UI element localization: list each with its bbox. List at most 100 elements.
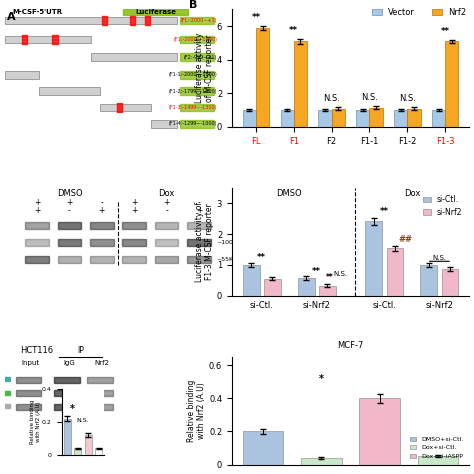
Bar	[370, 108, 383, 127]
Text: N.S.: N.S.	[361, 93, 378, 102]
Text: (F1:-2000~-1000): (F1:-2000~-1000)	[173, 37, 217, 42]
Bar	[90, 222, 114, 229]
Bar	[243, 110, 256, 127]
Bar	[87, 390, 113, 396]
Bar	[5, 71, 39, 79]
Bar	[55, 404, 80, 410]
Bar	[22, 35, 27, 44]
Bar	[319, 110, 332, 127]
Text: +: +	[131, 198, 137, 207]
Bar	[90, 256, 114, 263]
Bar	[145, 16, 150, 25]
Bar	[386, 248, 403, 296]
Text: Dox: Dox	[404, 189, 420, 198]
Text: -: -	[198, 198, 201, 207]
Text: +: +	[196, 206, 202, 215]
Bar	[90, 239, 114, 246]
Bar	[301, 458, 342, 465]
Bar	[84, 435, 92, 455]
Bar	[332, 109, 345, 127]
Bar	[281, 110, 294, 127]
Bar	[2, 377, 10, 381]
Bar	[180, 71, 214, 79]
Bar	[25, 239, 49, 246]
Text: DMSO: DMSO	[276, 189, 302, 198]
Bar	[180, 120, 214, 128]
Text: N.S.: N.S.	[399, 94, 416, 103]
Bar	[130, 16, 135, 25]
Text: Input: Input	[22, 360, 40, 365]
Bar	[58, 239, 82, 246]
Bar	[319, 286, 336, 296]
Bar	[407, 109, 420, 127]
Text: **: **	[251, 13, 260, 22]
Bar	[155, 222, 179, 229]
Y-axis label: Relative binding
with Nrf2 (A.U): Relative binding with Nrf2 (A.U)	[30, 400, 41, 444]
Text: ~100KD: ~100KD	[216, 240, 242, 245]
Legend: si-Ctl., si-Nrf2: si-Ctl., si-Nrf2	[420, 192, 465, 220]
Text: *: *	[70, 404, 75, 414]
Bar	[187, 222, 211, 229]
Text: (FL:-2000~+1): (FL:-2000~+1)	[181, 18, 217, 23]
Text: **: **	[257, 254, 266, 263]
Text: **: **	[326, 273, 333, 283]
Bar	[16, 376, 41, 383]
Bar	[298, 278, 315, 296]
Text: Nrf2: Nrf2	[94, 360, 109, 365]
Bar	[87, 404, 113, 410]
Bar	[123, 9, 188, 15]
Text: +: +	[34, 206, 40, 215]
Bar	[294, 41, 307, 127]
Text: -: -	[100, 198, 103, 207]
Bar	[152, 120, 177, 128]
Text: -: -	[165, 206, 168, 215]
Bar	[155, 256, 179, 263]
Text: **: **	[441, 27, 450, 36]
Bar	[122, 239, 146, 246]
Bar	[91, 54, 177, 61]
Bar	[445, 41, 458, 127]
Bar	[180, 104, 214, 111]
Text: IP: IP	[77, 346, 84, 356]
Text: **: **	[380, 207, 389, 216]
Bar	[122, 256, 146, 263]
Text: (F1-1:-2000~-1800): (F1-1:-2000~-1800)	[169, 73, 217, 77]
Y-axis label: Relative binding
with Nrf2 (A.U): Relative binding with Nrf2 (A.U)	[187, 380, 206, 442]
Bar	[55, 376, 80, 383]
Bar	[58, 256, 82, 263]
Bar	[25, 222, 49, 229]
Bar	[5, 36, 91, 43]
Text: IgG: IgG	[64, 360, 75, 365]
Bar	[432, 110, 445, 127]
Text: **: **	[289, 26, 298, 35]
Bar	[394, 110, 407, 127]
Text: **: **	[312, 266, 321, 275]
Bar	[64, 419, 71, 455]
Bar	[39, 87, 100, 95]
Bar	[74, 448, 82, 455]
Text: Dox: Dox	[158, 189, 175, 198]
Bar	[155, 239, 179, 246]
Text: (F1-2:-1799~-1500): (F1-2:-1799~-1500)	[169, 89, 217, 94]
Bar	[243, 265, 260, 296]
Bar	[418, 456, 458, 465]
Bar	[180, 17, 214, 24]
Bar	[122, 222, 146, 229]
Bar	[25, 256, 49, 263]
Bar	[55, 390, 80, 396]
Text: DMSO: DMSO	[57, 189, 82, 198]
Bar	[180, 36, 214, 43]
Text: ##: ##	[399, 235, 412, 244]
Bar	[95, 448, 102, 455]
Bar	[100, 104, 152, 111]
Text: MCF-7: MCF-7	[337, 341, 364, 350]
Text: +: +	[164, 198, 170, 207]
Text: N.S.: N.S.	[333, 271, 347, 277]
Bar	[180, 87, 214, 95]
Bar	[356, 110, 370, 127]
Y-axis label: Luciferase activity of
F1-3 M-CSF reporter: Luciferase activity of F1-3 M-CSF report…	[195, 202, 214, 282]
Text: +: +	[34, 198, 40, 207]
Bar	[2, 404, 10, 409]
Bar	[243, 431, 283, 465]
Text: (F2:-999~+1): (F2:-999~+1)	[184, 55, 217, 60]
